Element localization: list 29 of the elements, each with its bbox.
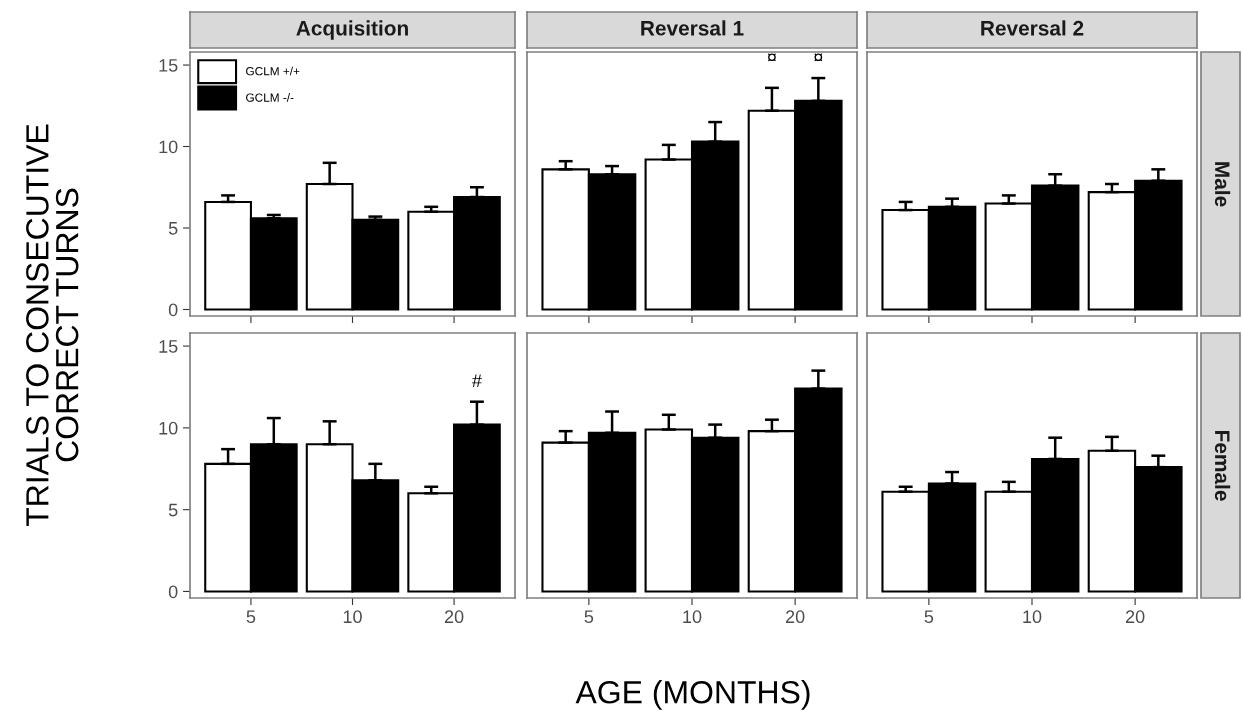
x-tick-label: 5 — [584, 610, 594, 624]
y-tick-label: 0 — [168, 585, 178, 599]
x-tick-label: 5 — [246, 610, 256, 624]
x-tick-label: 10 — [1023, 610, 1042, 624]
y-tick-label: 15 — [159, 59, 178, 72]
y-axis-title: TRIALS TO CONSECUTIVE CORRECT TURNS — [26, 124, 79, 527]
annotation: ¤ — [767, 53, 776, 62]
legend-label: GCLM -/- — [246, 93, 294, 102]
x-tick-label: 10 — [343, 610, 362, 624]
y-tick-label: 10 — [159, 421, 178, 435]
y2-axis-title: Female — [1214, 431, 1231, 501]
x-tick-label: 10 — [683, 610, 702, 624]
y-tick-label: 0 — [168, 303, 178, 317]
chart-title: Reversal 2 — [981, 20, 1084, 36]
x-tick-label: 20 — [785, 610, 805, 624]
y2-axis-title: Male — [1214, 162, 1231, 207]
y-tick-label: 10 — [159, 140, 178, 154]
x-tick-label: 20 — [444, 610, 464, 624]
x-tick-label: 20 — [1125, 610, 1145, 624]
chart-title: Reversal 1 — [641, 20, 744, 36]
y-tick-label: 5 — [168, 503, 178, 517]
annotation: ¤ — [814, 53, 823, 62]
legend-label: GCLM +/+ — [246, 66, 300, 76]
y-tick-label: 5 — [168, 222, 178, 235]
x-tick-label: 5 — [924, 610, 934, 624]
chart-title: Acquisition — [296, 20, 408, 40]
y-tick-label: 15 — [159, 340, 178, 353]
x-axis-title: AGE (MONTHS) — [575, 680, 810, 710]
annotation: # — [471, 374, 482, 387]
